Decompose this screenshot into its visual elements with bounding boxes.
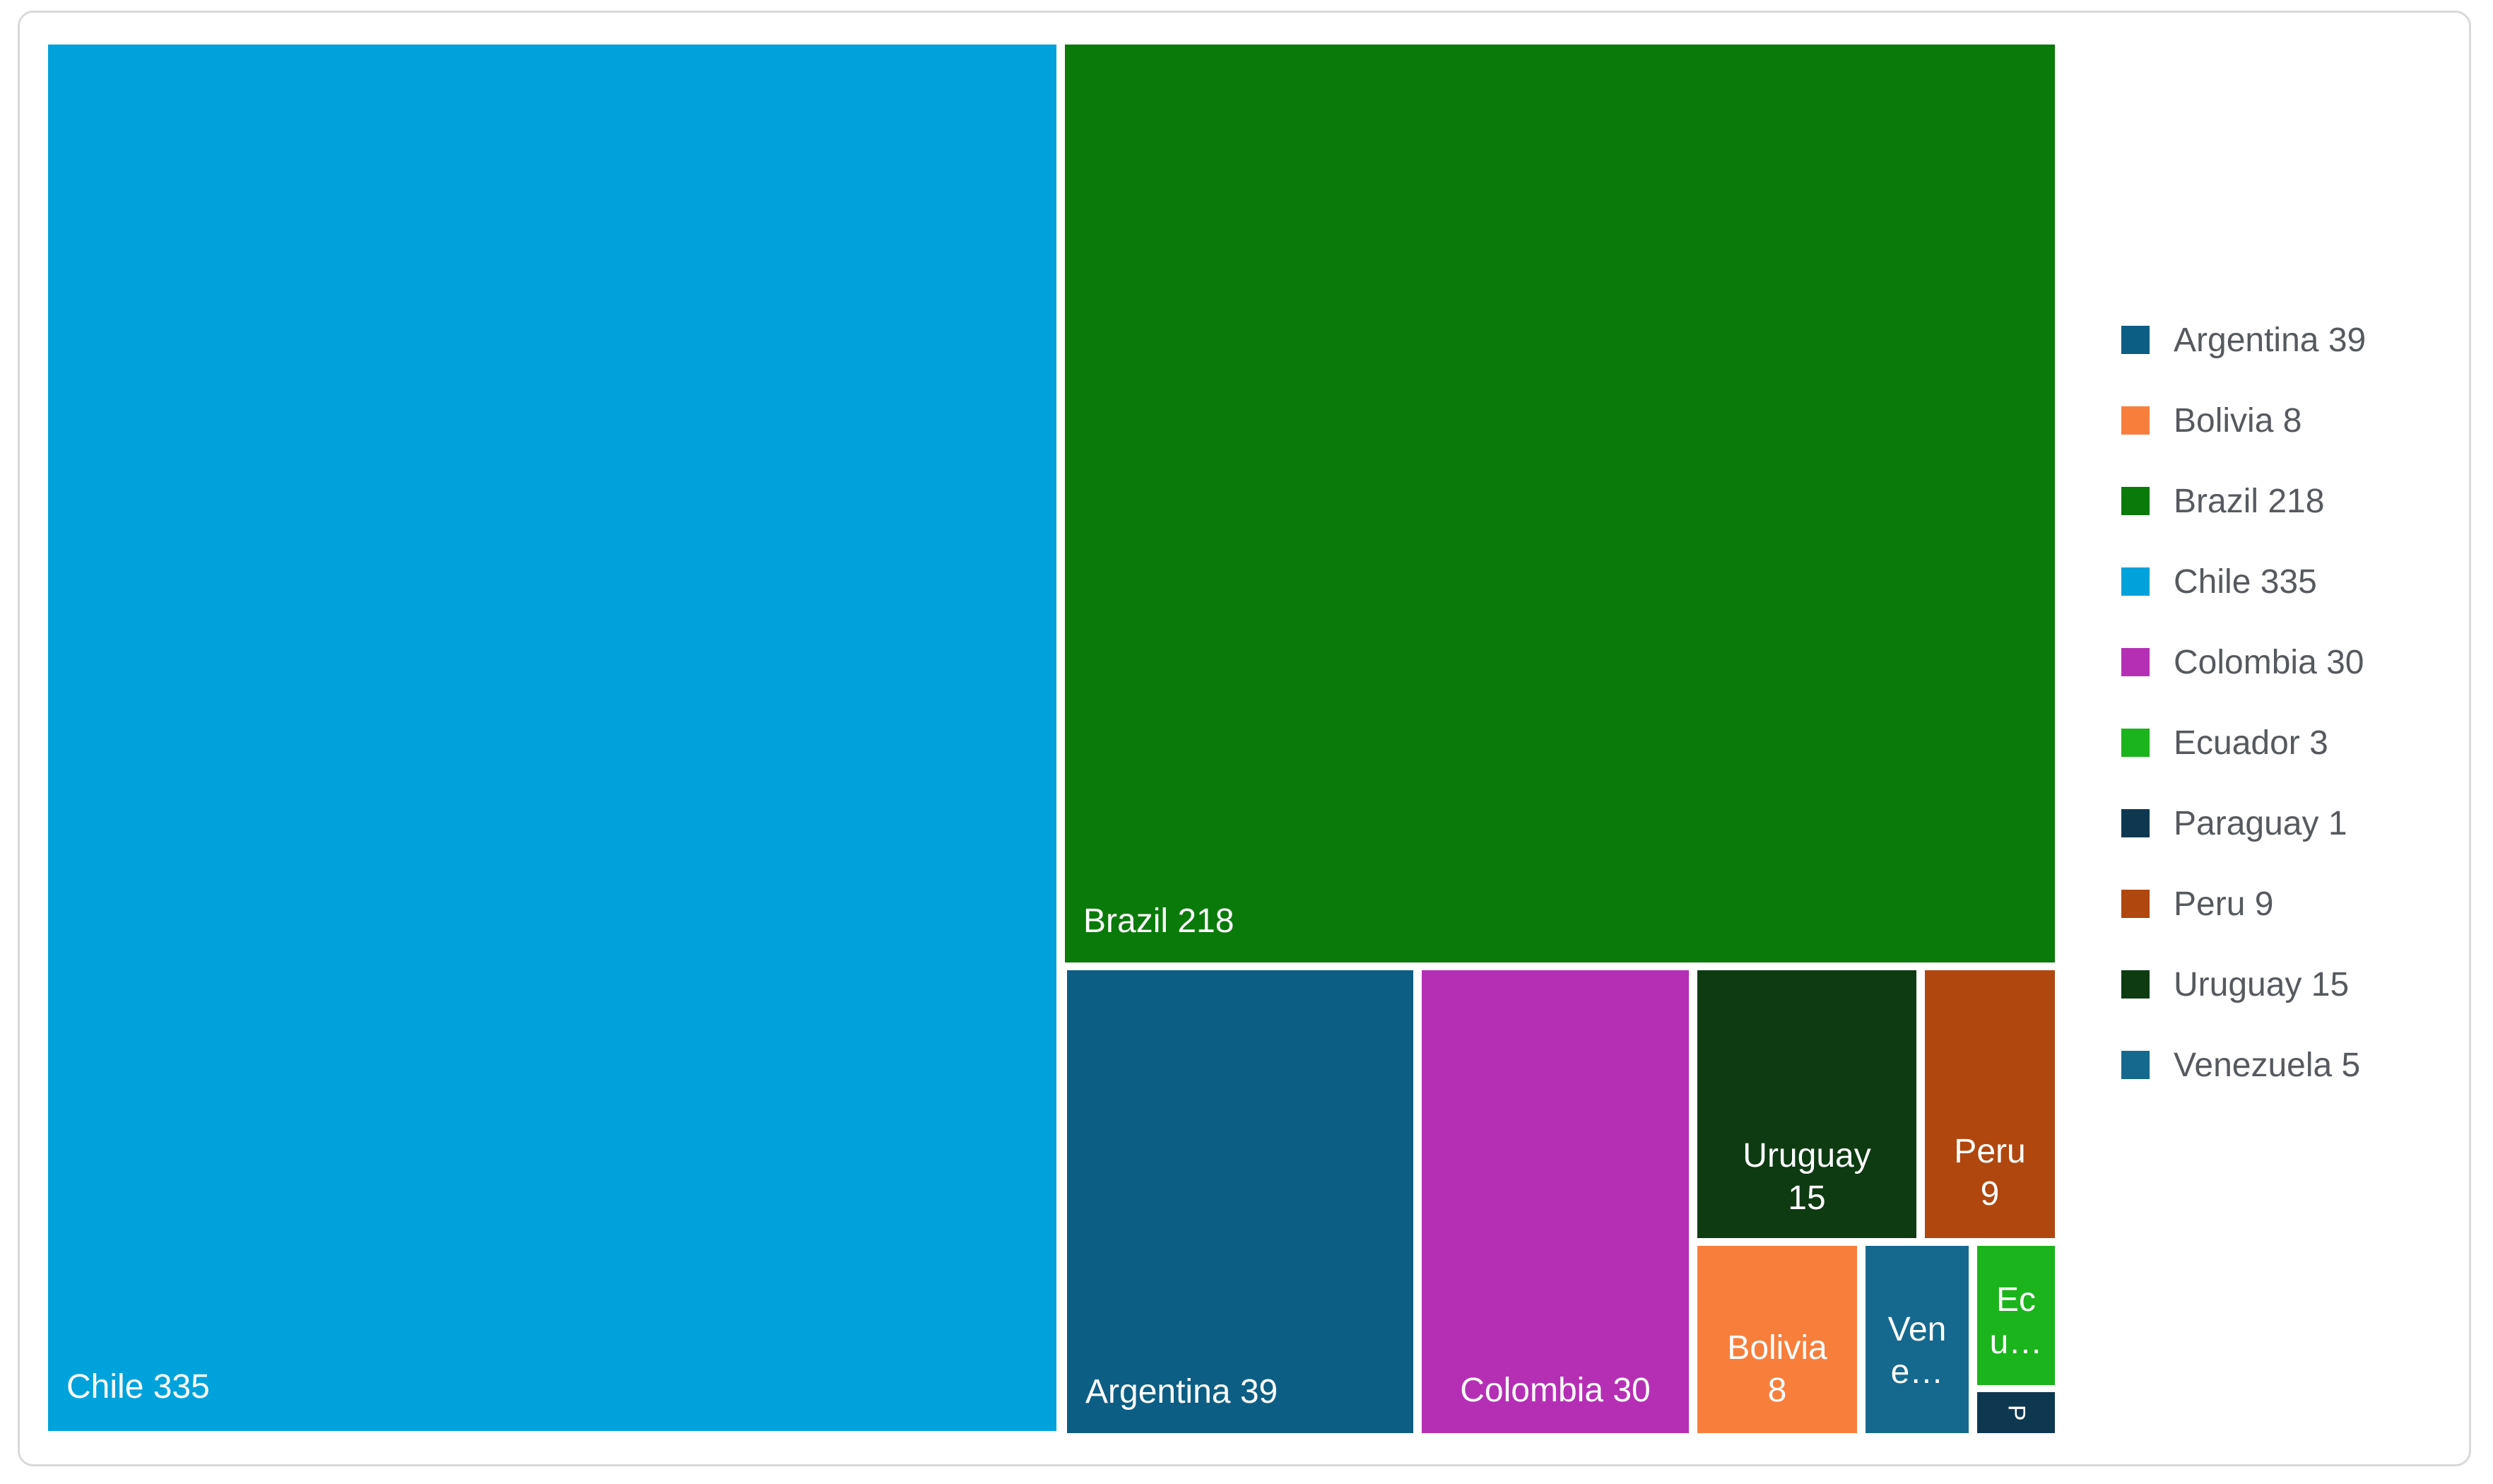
legend-item-label: Ecuador 3 — [2174, 724, 2328, 762]
legend-item-label: Bolivia 8 — [2174, 401, 2302, 440]
legend-item-label: Uruguay 15 — [2174, 965, 2350, 1003]
legend-color-swatch — [2121, 487, 2150, 515]
treemap-tile-argentina[interactable]: Argentina 39 — [1067, 970, 1413, 1433]
treemap-tile-bolivia[interactable]: Bolivia 8 — [1697, 1246, 1857, 1433]
tile-label: 15 — [1788, 1179, 1826, 1217]
legend-item-colombia[interactable]: Colombia 30 — [2121, 644, 2366, 681]
legend-item-chile[interactable]: Chile 335 — [2121, 563, 2366, 601]
tile-label: Ven — [1887, 1311, 1947, 1348]
treemap-tile-chile[interactable]: Chile 335 — [48, 45, 1056, 1431]
legend-item-label: Venezuela 5 — [2174, 1046, 2361, 1084]
legend-item-label: Argentina 39 — [2174, 321, 2367, 359]
legend-color-swatch — [2121, 648, 2150, 676]
treemap-tile-paraguay[interactable]: P — [1977, 1392, 2055, 1433]
tile-label: P — [2003, 1404, 2030, 1421]
tile-label: Peru — [1954, 1133, 2026, 1170]
legend-item-paraguay[interactable]: Paraguay 1 — [2121, 805, 2366, 842]
tile-label: Argentina 39 — [1085, 1373, 1278, 1411]
tile-label: Ec — [1996, 1281, 2036, 1319]
tile-label: Chile 335 — [66, 1368, 210, 1406]
legend-item-label: Peru 9 — [2174, 885, 2274, 923]
tile-label: e… — [1890, 1353, 1944, 1391]
tile-label: Bolivia — [1727, 1329, 1827, 1367]
legend-item-label: Colombia 30 — [2174, 643, 2364, 681]
legend-item-brazil[interactable]: Brazil 218 — [2121, 482, 2366, 520]
legend-item-label: Brazil 218 — [2174, 482, 2325, 520]
legend-item-label: Paraguay 1 — [2174, 804, 2347, 842]
legend-item-venezuela[interactable]: Venezuela 5 — [2121, 1046, 2366, 1084]
legend-color-swatch — [2121, 326, 2150, 354]
treemap-tile-uruguay[interactable]: Uruguay 15 — [1697, 970, 1916, 1238]
legend-item-bolivia[interactable]: Bolivia 8 — [2121, 401, 2366, 440]
tile-label: 9 — [1980, 1175, 2000, 1213]
legend-color-swatch — [2121, 729, 2150, 757]
legend-item-argentina[interactable]: Argentina 39 — [2121, 321, 2367, 359]
tile-label: Uruguay — [1743, 1137, 1871, 1174]
legend-color-swatch — [2121, 970, 2150, 999]
chart-legend: Argentina 39 Bolivia 8 Brazil 218 Chile … — [2121, 321, 2367, 1084]
legend-color-swatch — [2121, 1051, 2150, 1079]
treemap-tile-ecuador[interactable]: Ec u… — [1977, 1246, 2055, 1385]
tile-label: Brazil 218 — [1083, 902, 1234, 940]
legend-color-swatch — [2121, 890, 2150, 918]
tile-label: 8 — [1767, 1372, 1787, 1409]
tile-label: Colombia 30 — [1460, 1372, 1651, 1409]
legend-item-uruguay[interactable]: Uruguay 15 — [2121, 966, 2366, 1003]
legend-item-ecuador[interactable]: Ecuador 3 — [2121, 724, 2366, 762]
legend-color-swatch — [2121, 809, 2150, 837]
treemap-tile-colombia[interactable]: Colombia 30 — [1422, 970, 1689, 1433]
treemap-tile-venezuela[interactable]: Ven e… — [1866, 1246, 1969, 1433]
treemap-tile-brazil[interactable]: Brazil 218 — [1065, 45, 2055, 962]
legend-color-swatch — [2121, 406, 2150, 435]
legend-color-swatch — [2121, 567, 2150, 596]
treemap-tile-peru[interactable]: Peru 9 — [1925, 970, 2055, 1238]
legend-item-peru[interactable]: Peru 9 — [2121, 885, 2366, 923]
legend-item-label: Chile 335 — [2174, 563, 2317, 601]
tile-label: u… — [1989, 1324, 2043, 1361]
